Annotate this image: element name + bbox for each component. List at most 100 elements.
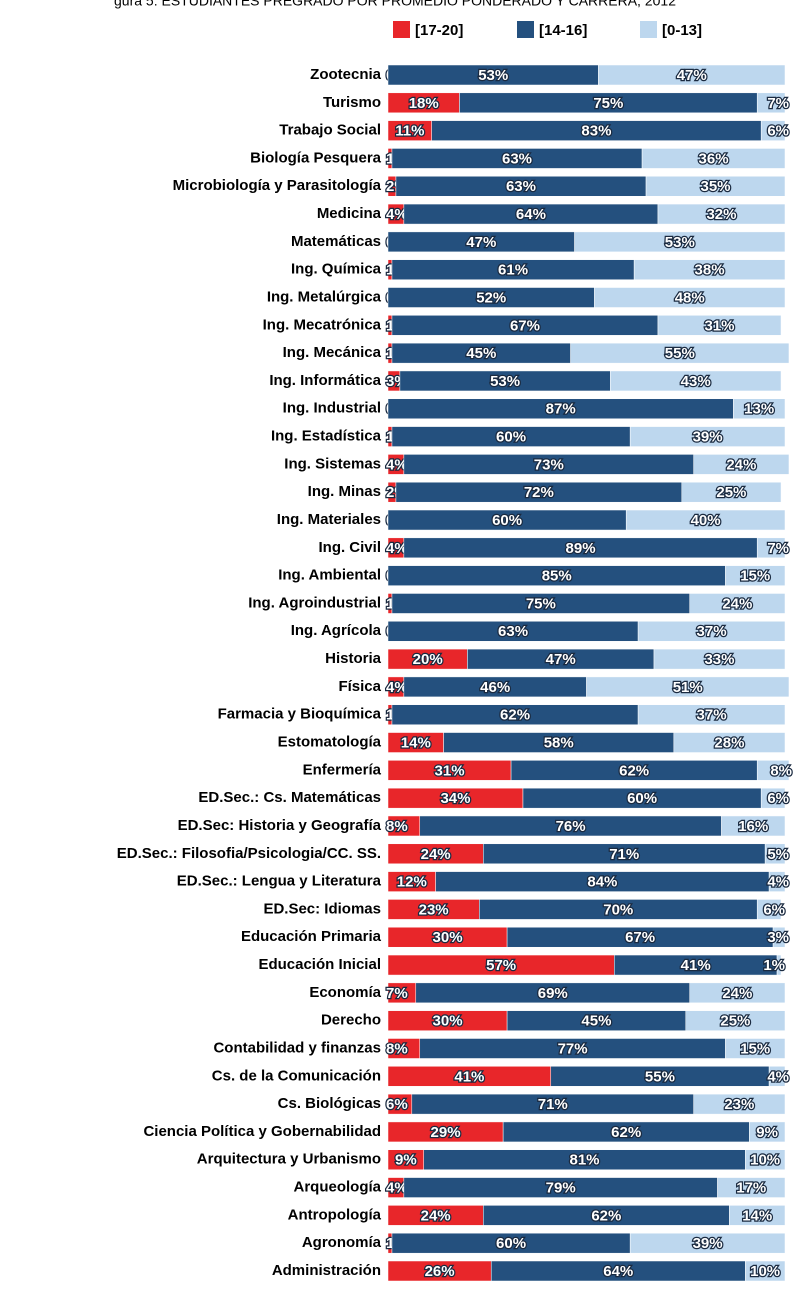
bar-segment xyxy=(756,92,786,114)
data-label: 9% xyxy=(756,1124,778,1141)
bar-segment xyxy=(653,648,786,670)
category-label: Estomatología xyxy=(278,734,382,751)
category-label: Ing. Civil xyxy=(318,539,381,556)
category-label: ED.Sec: Historia y Geografía xyxy=(178,817,382,834)
category-label: Contabilidad y finanzas xyxy=(213,1039,381,1056)
category-label: Ciencia Política y Gobernabilidad xyxy=(143,1123,381,1140)
data-label: 67% xyxy=(625,929,655,946)
data-label: 37% xyxy=(697,707,727,724)
data-label: 24% xyxy=(421,1207,451,1224)
legend-swatch xyxy=(517,21,534,38)
data-label: 24% xyxy=(421,846,451,863)
data-label: 6% xyxy=(767,790,789,807)
data-label: 45% xyxy=(466,345,496,362)
data-label: 77% xyxy=(558,1040,588,1057)
data-label: 52% xyxy=(476,289,506,306)
data-label: 6% xyxy=(767,123,789,140)
bar-segment xyxy=(721,815,786,837)
data-label: 26% xyxy=(425,1263,455,1280)
data-label: 41% xyxy=(454,1068,484,1085)
data-label: 30% xyxy=(433,1013,463,1030)
bar-segment xyxy=(673,732,786,753)
data-label: 62% xyxy=(591,1207,621,1224)
bar-segment xyxy=(693,1093,786,1115)
data-label: 89% xyxy=(566,540,596,557)
data-label: 10% xyxy=(750,1263,780,1280)
data-label: 7% xyxy=(386,985,408,1002)
data-label: 61% xyxy=(498,262,528,279)
data-label: 8% xyxy=(386,1040,408,1057)
data-label: 43% xyxy=(681,373,711,390)
bar-segment xyxy=(645,176,786,197)
legend-label: [17-20] xyxy=(415,22,463,39)
data-label: 73% xyxy=(534,456,564,473)
data-label: 47% xyxy=(546,651,576,668)
data-label: 29% xyxy=(431,1124,461,1141)
data-label: 5% xyxy=(767,846,789,863)
data-label: 84% xyxy=(587,874,617,891)
bar-segment xyxy=(689,593,786,614)
data-label: 28% xyxy=(714,735,744,752)
data-label: 8% xyxy=(386,818,408,835)
data-label: 31% xyxy=(704,317,734,334)
data-label: 51% xyxy=(673,679,703,696)
data-label: 8% xyxy=(770,762,792,779)
data-label: 10% xyxy=(750,1152,780,1169)
data-label: 53% xyxy=(665,234,695,251)
category-label: Matemáticas xyxy=(291,233,381,250)
bar-segment xyxy=(693,454,790,475)
data-label: 62% xyxy=(611,1124,641,1141)
data-label: 7% xyxy=(767,540,789,557)
data-label: 23% xyxy=(724,1096,754,1113)
category-label: Ing. Agroindustrial xyxy=(248,594,381,611)
data-label: 40% xyxy=(691,512,721,529)
category-label: ED.Sec.: Filosofia/Psicologia/CC. SS. xyxy=(117,845,381,862)
data-label: 62% xyxy=(619,762,649,779)
data-label: 6% xyxy=(763,901,785,918)
data-label: 25% xyxy=(720,1013,750,1030)
bar-segment xyxy=(685,1010,786,1031)
data-label: 71% xyxy=(609,846,639,863)
bar-segment xyxy=(625,509,786,531)
category-label: Ing. Sistemas xyxy=(284,455,381,472)
data-label: 4% xyxy=(386,1180,408,1197)
category-label: Turismo xyxy=(323,94,381,111)
bar-segment xyxy=(637,621,786,642)
category-label: Cs. Biológicas xyxy=(278,1095,381,1112)
category-label: Historia xyxy=(325,650,382,667)
data-label: 60% xyxy=(492,512,522,529)
data-label: 25% xyxy=(716,484,746,501)
bar-segment xyxy=(764,843,786,865)
data-label: 60% xyxy=(627,790,657,807)
category-label: Ing. Materiales xyxy=(277,511,381,528)
bar-segment xyxy=(610,370,782,392)
data-label: 67% xyxy=(510,317,540,334)
data-label: 60% xyxy=(496,1235,526,1252)
bar-segment xyxy=(641,148,786,169)
data-label: 83% xyxy=(581,123,611,140)
category-label: Microbiología y Parasitología xyxy=(173,177,382,194)
category-label: ED.Sec.: Cs. Matemáticas xyxy=(198,789,381,806)
category-label: Ing. Ambiental xyxy=(278,567,381,584)
data-label: 24% xyxy=(722,985,752,1002)
bar-segment xyxy=(760,120,786,141)
data-label: 30% xyxy=(433,929,463,946)
legend-label: [0-13] xyxy=(662,22,702,39)
data-label: 13% xyxy=(744,401,774,418)
data-label: 35% xyxy=(701,178,731,195)
data-label: 15% xyxy=(740,1040,770,1057)
data-label: 81% xyxy=(569,1152,599,1169)
category-label: Ing. Mecánica xyxy=(283,344,382,361)
data-label: 47% xyxy=(677,67,707,84)
data-label: 58% xyxy=(544,735,574,752)
legend-label: [14-16] xyxy=(539,22,587,39)
data-label: 47% xyxy=(466,234,496,251)
data-label: 64% xyxy=(516,206,546,223)
data-label: 15% xyxy=(740,568,770,585)
data-label: 14% xyxy=(742,1207,772,1224)
data-label: 4% xyxy=(386,540,408,557)
bar-segment xyxy=(745,1149,786,1170)
bar-segment xyxy=(598,64,786,86)
bar-segment xyxy=(749,1121,786,1143)
bar-segment xyxy=(586,676,790,698)
